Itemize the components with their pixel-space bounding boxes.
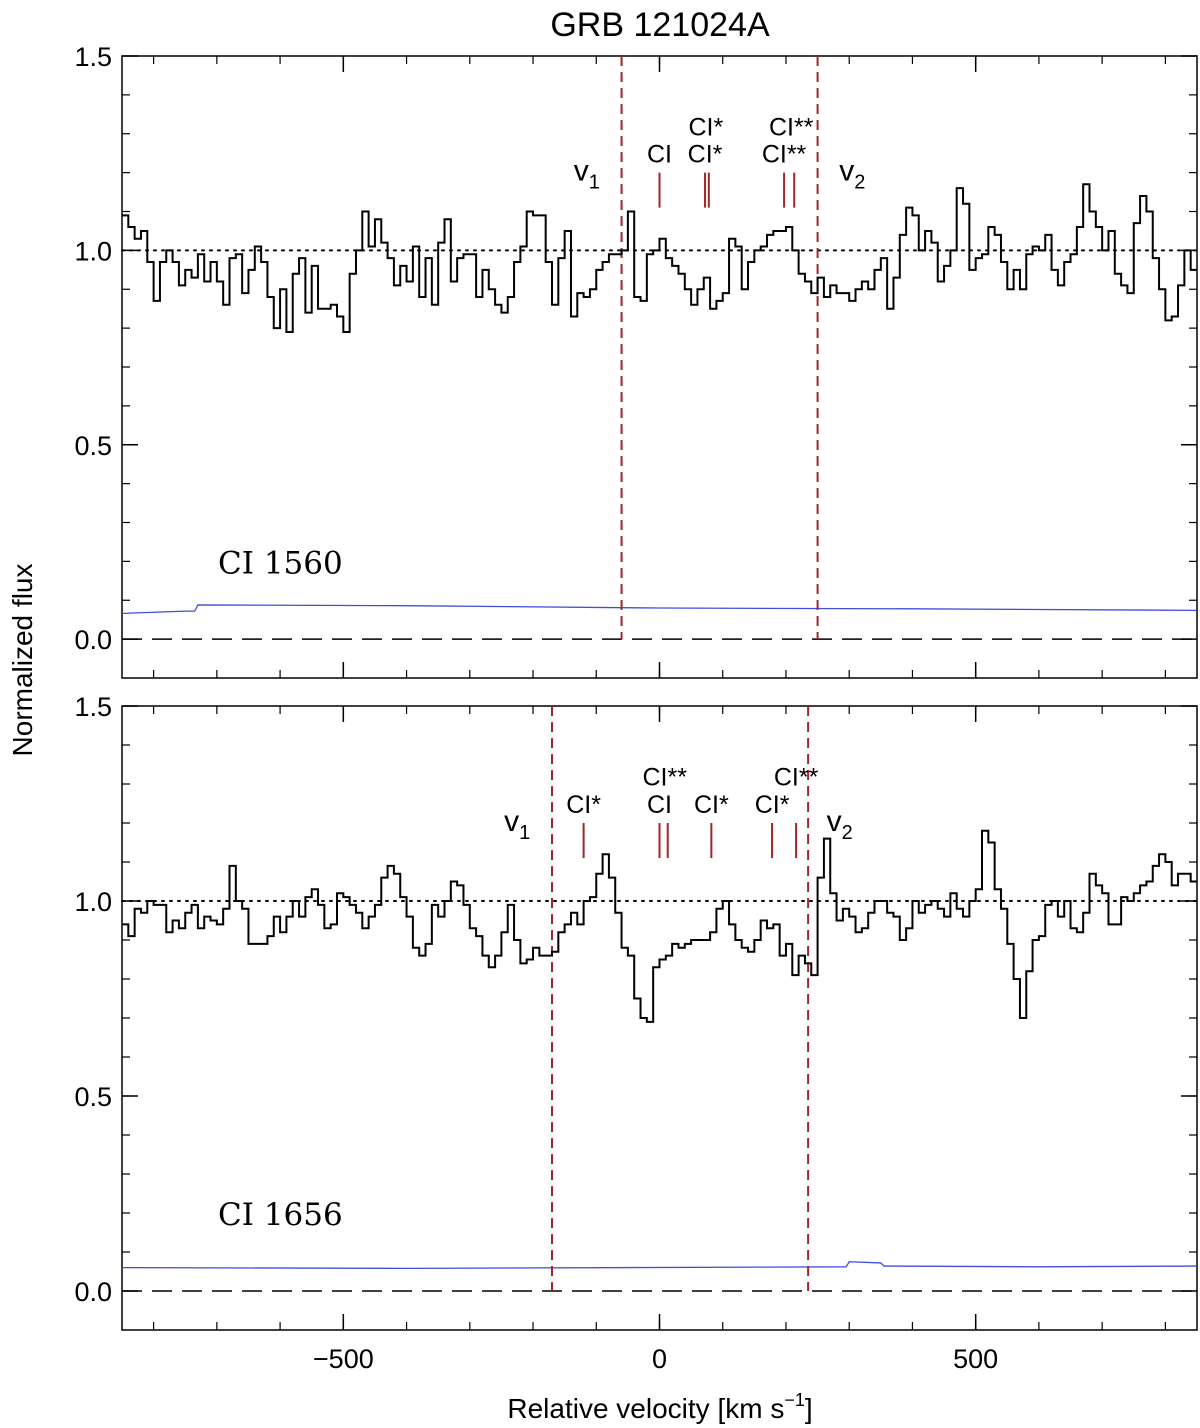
- velocity-bound-label-base: v: [504, 805, 519, 838]
- velocity-bound-label: v1: [574, 154, 600, 193]
- flux-spectrum: [122, 183, 1197, 334]
- transition-label: CI**: [769, 113, 814, 141]
- velocity-bound-label: v2: [827, 805, 853, 844]
- velocity-bound-label-subscript: 1: [519, 822, 530, 844]
- transition-label: CI**: [774, 764, 819, 792]
- figure-title: GRB 121024A: [550, 6, 770, 44]
- transition-label: CI: [647, 791, 672, 819]
- transition-label: CI*: [688, 141, 723, 169]
- y-tick-label: 1.5: [74, 42, 112, 72]
- transition-label: CI**: [762, 141, 807, 169]
- panel-label: CI 1560: [218, 545, 343, 581]
- x-tick-label: 500: [953, 1344, 998, 1374]
- velocity-bound-label: v2: [839, 154, 865, 193]
- transition-label: CI**: [642, 764, 687, 792]
- transition-label: CI*: [688, 113, 723, 141]
- error-spectrum: [121, 604, 1198, 615]
- flux-spectrum: [122, 829, 1197, 1023]
- y-tick-label: 1.0: [74, 887, 112, 917]
- y-tick-label: 0.5: [74, 1082, 112, 1112]
- error-spectrum: [121, 1261, 1198, 1270]
- velocity-bound-label-base: v: [839, 154, 854, 187]
- y-axis-label: Normalized flux: [7, 564, 38, 757]
- velocity-bound-label-subscript: 2: [842, 822, 853, 844]
- x-tick-label: −500: [313, 1344, 374, 1374]
- y-tick-label: 0.5: [74, 431, 112, 461]
- x-axis-label-main: Relative velocity [km s: [507, 1393, 784, 1424]
- y-tick-label: 0.0: [74, 625, 112, 655]
- velocity-bound-label: v1: [504, 805, 530, 844]
- y-tick-label: 1.0: [74, 236, 112, 266]
- transition-label: CI*: [755, 791, 790, 819]
- velocity-bound-label-base: v: [827, 805, 842, 838]
- x-axis-label-end: ]: [805, 1393, 813, 1424]
- transition-label: CI*: [694, 791, 729, 819]
- panel-label: CI 1656: [218, 1197, 343, 1233]
- x-tick-label: 0: [652, 1344, 667, 1374]
- velocity-bound-label-subscript: 2: [854, 171, 865, 193]
- velocity-bound-label-subscript: 1: [589, 171, 600, 193]
- x-axis-label: Relative velocity [km s−1]: [507, 1390, 812, 1424]
- velocity-bound-label-base: v: [574, 154, 589, 187]
- y-tick-label: 1.5: [74, 692, 112, 722]
- x-axis-label-exponent: −1: [784, 1390, 805, 1410]
- transition-label: CI*: [566, 791, 601, 819]
- transition-label: CI: [647, 141, 672, 169]
- y-tick-label: 0.0: [74, 1277, 112, 1307]
